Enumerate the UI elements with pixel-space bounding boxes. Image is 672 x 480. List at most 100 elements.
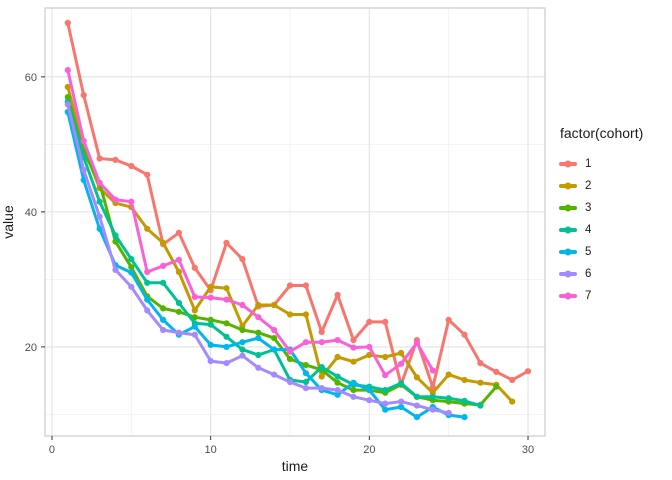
data-point-cohort-2 (445, 371, 452, 378)
data-point-cohort-7 (350, 344, 357, 351)
plot-panel-background (45, 8, 545, 436)
data-point-cohort-5 (144, 296, 151, 303)
data-point-cohort-6 (302, 385, 309, 392)
plot-panel-border (44, 7, 546, 437)
data-point-cohort-4 (318, 364, 325, 371)
data-point-cohort-6 (366, 397, 373, 404)
data-point-cohort-7 (207, 294, 214, 301)
data-point-cohort-6 (413, 402, 420, 409)
legend-key-line-icon (559, 294, 577, 298)
data-point-cohort-1 (366, 318, 373, 325)
data-point-cohort-6 (112, 266, 119, 273)
data-point-cohort-1 (350, 337, 357, 344)
data-point-cohort-2 (64, 83, 71, 91)
y-tick-label: 40 (25, 207, 37, 219)
data-point-cohort-6 (271, 371, 278, 378)
data-point-cohort-4 (477, 402, 484, 409)
data-point-cohort-7 (175, 256, 182, 263)
data-point-cohort-1 (223, 239, 230, 246)
legend-key-line-icon (559, 184, 577, 188)
data-point-cohort-2 (144, 225, 151, 232)
data-point-cohort-1 (64, 19, 71, 26)
legend-item-label: 6 (585, 268, 592, 280)
data-point-cohort-6 (144, 307, 151, 314)
data-point-cohort-3 (286, 355, 294, 363)
legend-key-line-icon (559, 206, 577, 210)
data-point-cohort-1 (382, 318, 389, 325)
data-point-cohort-4 (96, 198, 103, 205)
data-point-cohort-6 (160, 326, 167, 334)
data-point-cohort-6 (207, 358, 214, 365)
data-point-cohort-5 (128, 269, 135, 276)
legend-item-label: 7 (585, 290, 592, 302)
data-point-cohort-5 (239, 339, 246, 346)
data-point-cohort-1 (112, 156, 119, 163)
data-point-cohort-2 (509, 398, 516, 405)
data-point-cohort-4 (429, 393, 436, 400)
data-point-cohort-3 (239, 326, 246, 334)
data-point-cohort-6 (286, 378, 294, 386)
data-point-cohort-1 (477, 360, 484, 367)
data-point-cohort-1 (318, 328, 325, 336)
legend: factor(cohort) 1 2 3 4 5 6 7 (559, 125, 643, 307)
data-point-cohort-1 (334, 291, 341, 298)
data-point-cohort-7 (366, 343, 373, 350)
data-point-cohort-2 (366, 351, 373, 359)
data-point-cohort-3 (334, 379, 341, 386)
legend-item-label: 5 (585, 246, 592, 258)
data-point-cohort-4 (160, 279, 167, 286)
data-point-cohort-4 (112, 232, 119, 239)
data-point-cohort-7 (429, 367, 436, 374)
data-point-cohort-2 (175, 268, 182, 276)
data-point-cohort-1 (286, 282, 294, 289)
legend-key-line-icon (559, 272, 577, 276)
data-point-cohort-5 (461, 414, 468, 421)
data-point-cohort-7 (382, 372, 389, 379)
data-point-cohort-2 (413, 374, 420, 381)
data-point-cohort-4 (461, 397, 468, 404)
data-point-cohort-7 (128, 198, 135, 205)
data-point-cohort-7 (286, 348, 294, 355)
x-tick-label: 20 (363, 444, 375, 456)
data-point-cohort-6 (350, 393, 357, 400)
data-point-cohort-3 (191, 314, 198, 321)
data-point-cohort-7 (223, 296, 230, 303)
legend-item-cohort-6: 6 (559, 263, 643, 285)
y-axis-title: value (0, 205, 16, 239)
data-point-cohort-1 (239, 256, 246, 263)
data-point-cohort-2 (271, 301, 278, 309)
data-point-cohort-6 (382, 400, 389, 407)
data-point-cohort-4 (255, 351, 262, 359)
data-point-cohort-5 (334, 391, 341, 398)
legend-title: factor(cohort) (560, 125, 644, 141)
data-point-cohort-6 (128, 283, 135, 290)
data-point-cohort-1 (128, 162, 135, 170)
data-point-cohort-6 (318, 385, 325, 392)
legend-item-cohort-2: 2 (559, 175, 643, 197)
data-point-cohort-6 (445, 409, 452, 417)
legend-key-line-icon (559, 162, 577, 166)
data-point-cohort-7 (398, 360, 405, 367)
data-point-cohort-1 (461, 331, 468, 338)
y-tick-label: 60 (25, 72, 37, 84)
data-point-cohort-7 (334, 337, 341, 344)
data-point-cohort-2 (318, 373, 325, 380)
data-point-cohort-2 (191, 307, 198, 314)
data-point-cohort-6 (175, 329, 182, 336)
data-point-cohort-4 (239, 346, 246, 353)
data-point-cohort-2 (398, 349, 405, 357)
data-point-cohort-3 (207, 316, 214, 323)
data-point-cohort-7 (318, 339, 325, 346)
data-point-cohort-5 (160, 316, 167, 323)
data-point-cohort-4 (398, 380, 405, 387)
data-point-cohort-7 (80, 137, 87, 145)
data-point-cohort-2 (461, 376, 468, 384)
data-point-cohort-5 (191, 323, 198, 330)
x-tick-label: 30 (522, 444, 534, 456)
data-point-cohort-1 (509, 376, 516, 384)
data-point-cohort-1 (175, 229, 182, 236)
data-point-cohort-7 (96, 179, 103, 186)
data-point-cohort-1 (144, 171, 151, 178)
